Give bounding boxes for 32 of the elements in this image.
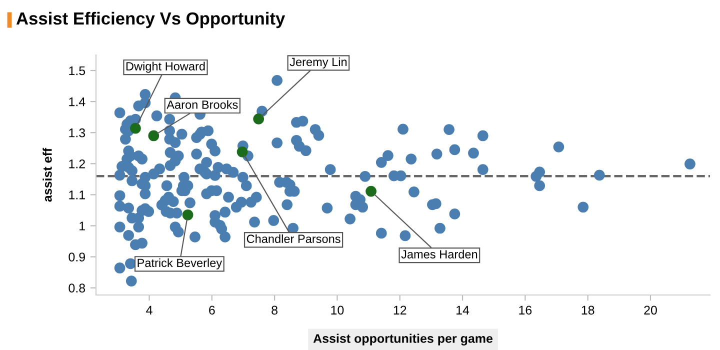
point xyxy=(130,122,141,134)
y-tick-label: 1.4 xyxy=(69,98,86,106)
x-tick-label: 4 xyxy=(146,306,152,314)
y-axis-title: assist eff xyxy=(42,148,52,202)
point xyxy=(253,114,264,124)
point xyxy=(182,209,194,220)
x-axis-title: Assist opportunities per game xyxy=(313,334,493,346)
point xyxy=(148,130,160,142)
x-tick-label: 18 xyxy=(582,306,594,315)
annotation: James Harden xyxy=(401,250,478,258)
annotation: Aaron Brooks xyxy=(166,100,238,109)
y-tick-label: 1.2 xyxy=(69,159,85,168)
annotation: Chandler Parsons xyxy=(246,234,340,244)
x-tick-label: 8 xyxy=(272,306,278,315)
x-tick-label: 16 xyxy=(519,306,532,315)
point xyxy=(366,186,376,197)
y-tick-label: 1.1 xyxy=(69,190,85,200)
x-tick-label: 12 xyxy=(394,306,406,314)
y-tick-label: 0.9 xyxy=(68,252,85,262)
x-tick-label: 20 xyxy=(644,306,657,315)
x-tick-label: 6 xyxy=(209,306,215,315)
y-tick-label: 1.3 xyxy=(69,128,86,138)
y-tick-label: 0.8 xyxy=(68,284,86,293)
x-tick-label: 14 xyxy=(456,306,470,314)
point xyxy=(236,146,248,158)
annotation: Dwight Howard xyxy=(126,62,205,73)
annotation: Patrick Beverley xyxy=(138,258,222,270)
x-tick-label: 10 xyxy=(331,306,344,315)
annotation: Jeremy Lin xyxy=(290,57,347,68)
y-tick-label: 1 xyxy=(80,222,85,230)
y-tick-label: 1.5 xyxy=(69,66,86,76)
chart-title: Assist Efficiency Vs Opportunity xyxy=(16,12,286,28)
